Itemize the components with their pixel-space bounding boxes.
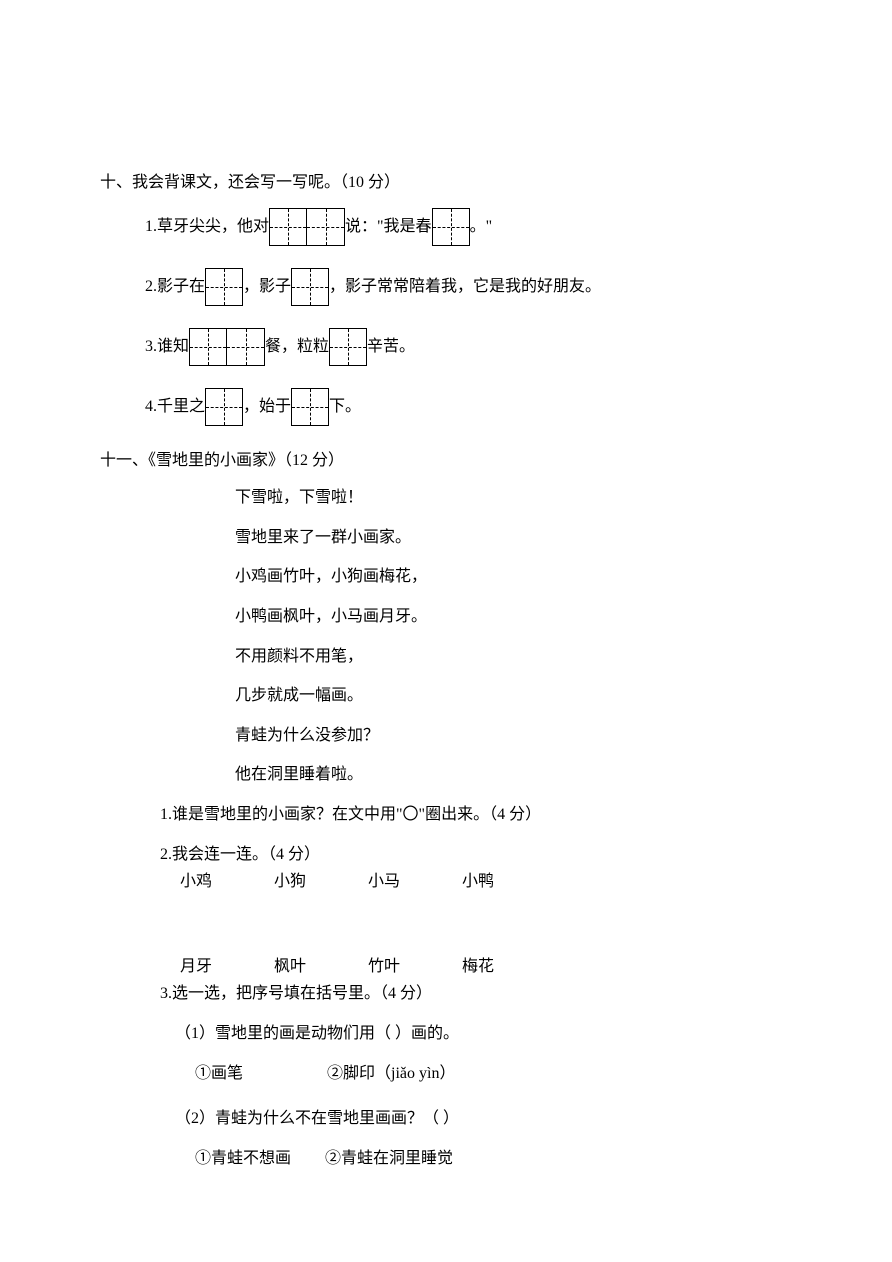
q10-2-text-c: ，影子常常陪着我，它是我的好朋友。: [329, 274, 601, 300]
fill-box[interactable]: [307, 208, 345, 246]
poem-line: 小鸡画竹叶，小狗画梅花，: [235, 564, 792, 590]
option[interactable]: ①青蛙不想画: [195, 1146, 291, 1172]
fill-box[interactable]: [329, 328, 367, 366]
q10-3-text-a: 3.谁知: [145, 334, 189, 360]
poem-line: 下雪啦，下雪啦！: [235, 485, 792, 511]
option[interactable]: ①画笔: [195, 1061, 243, 1087]
q11-1: 1.谁是雪地里的小画家？在文中用"〇"圈出来。（4 分）: [160, 802, 792, 828]
section-10-header: 十、我会背课文，还会写一写呢。（10 分）: [100, 170, 792, 196]
q10-1-text-a: 1.草牙尖尖，他对: [145, 214, 269, 240]
q10-3-text-b: 餐，粒粒: [265, 334, 329, 360]
match-item: 枫叶: [274, 954, 364, 980]
q11-2-title: 2.我会连一连。（4 分）: [160, 842, 792, 868]
match-item: 小鸡: [180, 869, 270, 895]
poem-line: 几步就成一幅画。: [235, 683, 792, 709]
q10-4-text-a: 4.千里之: [145, 394, 205, 420]
q11-3-1-options: ①画笔 ②脚印（jiǎo yìn）: [195, 1061, 792, 1087]
match-item: 竹叶: [368, 954, 458, 980]
match-row-bottom: 月牙 枫叶 竹叶 梅花: [180, 954, 792, 980]
q11-3-title: 3.选一选，把序号填在括号里。（4 分）: [160, 981, 792, 1007]
section-11-header: 十一、《雪地里的小画家》（12 分）: [100, 448, 792, 474]
q10-3: 3.谁知 餐，粒粒 辛苦。: [145, 328, 792, 366]
fill-box[interactable]: [269, 208, 307, 246]
q10-4: 4.千里之 ，始于 下。: [145, 388, 792, 426]
q11-3-2: （2）青蛙为什么不在雪地里画画？（ ）: [175, 1106, 792, 1132]
poem-line: 青蛙为什么没参加？: [235, 723, 792, 749]
match-item: 月牙: [180, 954, 270, 980]
match-item: 小狗: [274, 869, 364, 895]
match-item: 小马: [368, 869, 458, 895]
q10-1-text-b: 说："我是春: [345, 214, 432, 240]
fill-box[interactable]: [227, 328, 265, 366]
q11-3-1: （1）雪地里的画是动物们用（ ）画的。: [175, 1021, 792, 1047]
q10-4-text-c: 下。: [329, 394, 361, 420]
match-row-top: 小鸡 小狗 小马 小鸭: [180, 869, 792, 895]
q10-2-text-b: ，影子: [243, 274, 291, 300]
q10-4-text-b: ，始于: [243, 394, 291, 420]
q10-1-text-c: 。": [470, 214, 493, 240]
fill-box[interactable]: [189, 328, 227, 366]
q10-2: 2.影子在 ，影子 ，影子常常陪着我，它是我的好朋友。: [145, 268, 792, 306]
q10-1: 1.草牙尖尖，他对 说："我是春 。": [145, 208, 792, 246]
fill-box[interactable]: [432, 208, 470, 246]
q10-3-text-c: 辛苦。: [367, 334, 415, 360]
section-10-title: 十、我会背课文，还会写一写呢。（10 分）: [100, 170, 400, 196]
q10-2-text-a: 2.影子在: [145, 274, 205, 300]
option[interactable]: ②脚印（jiǎo yìn）: [327, 1061, 455, 1087]
poem-line: 他在洞里睡着啦。: [235, 762, 792, 788]
fill-box[interactable]: [205, 388, 243, 426]
poem-line: 小鸭画枫叶，小马画月牙。: [235, 604, 792, 630]
poem-line: 雪地里来了一群小画家。: [235, 525, 792, 551]
option[interactable]: ②青蛙在洞里睡觉: [325, 1146, 453, 1172]
fill-box[interactable]: [291, 388, 329, 426]
q11-3-2-options: ①青蛙不想画 ②青蛙在洞里睡觉: [195, 1146, 792, 1172]
match-item: 小鸭: [462, 869, 552, 895]
fill-box[interactable]: [205, 268, 243, 306]
section-11-title: 十一、《雪地里的小画家》（12 分）: [100, 448, 344, 474]
match-item: 梅花: [462, 954, 552, 980]
poem-line: 不用颜料不用笔，: [235, 644, 792, 670]
fill-box[interactable]: [291, 268, 329, 306]
